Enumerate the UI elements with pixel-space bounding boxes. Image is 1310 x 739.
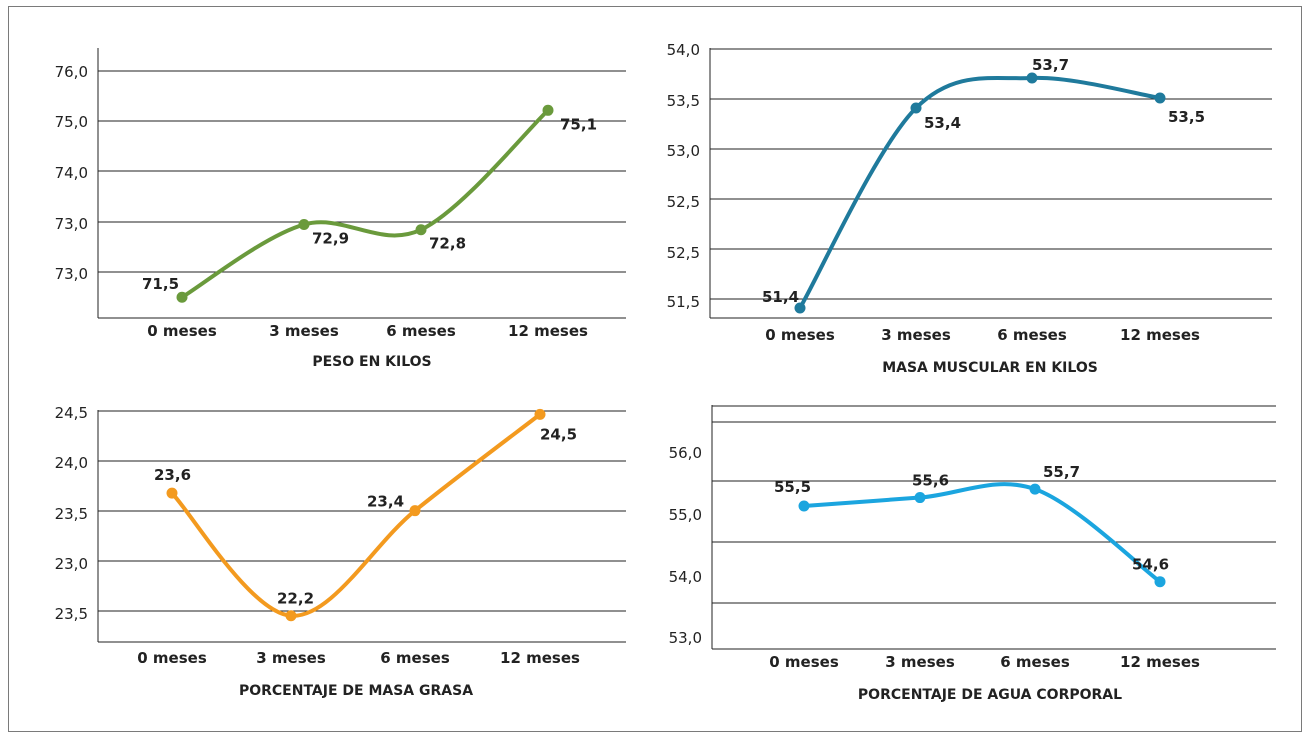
y-tick-label: 73,0 (55, 265, 88, 283)
data-point (285, 610, 297, 622)
x-tick-label: 0 meses (769, 653, 839, 671)
data-label: 53,4 (924, 114, 961, 132)
x-tick-label: 0 meses (137, 649, 207, 667)
data-label: 23,4 (367, 493, 404, 511)
data-point (534, 408, 546, 420)
y-tick-label: 52,5 (667, 193, 700, 211)
data-point (1154, 576, 1166, 588)
figure-frame (8, 6, 1302, 732)
chart-2: 54,0 53,5 53,0 52,5 52,5 51,5 0 meses 3 meses 6 … (667, 41, 1272, 376)
data-label: 72,9 (312, 230, 349, 248)
y-tick-label: 53,0 (669, 629, 702, 647)
data-point (176, 291, 188, 303)
data-label: 22,2 (277, 590, 314, 608)
y-tick-label: 75,0 (55, 113, 88, 131)
data-label: 55,6 (912, 472, 949, 490)
x-tick-label: 3 meses (269, 322, 339, 340)
x-tick-label: 6 meses (386, 322, 456, 340)
data-point (910, 102, 922, 114)
data-point (298, 219, 310, 231)
data-point (794, 302, 806, 314)
x-tick-label: 12 meses (1120, 326, 1200, 344)
chart-1: 76,0 75,0 74,0 73,0 73,0 0 meses 3 meses 6 mese… (55, 48, 626, 370)
data-point (415, 224, 427, 236)
data-label: 53,5 (1168, 108, 1205, 126)
x-tick-label: 6 meses (1000, 653, 1070, 671)
series-line (802, 482, 1162, 584)
y-tick-label: 73,0 (55, 215, 88, 233)
x-tick-label: 12 meses (508, 322, 588, 340)
data-label: 75,1 (560, 115, 597, 133)
data-label: 55,7 (1043, 463, 1080, 481)
y-tick-label: 54,0 (667, 41, 700, 59)
data-label: 71,5 (142, 275, 179, 293)
data-point (798, 500, 810, 512)
x-tick-label: 12 meses (1120, 653, 1200, 671)
data-label: 24,5 (540, 425, 577, 443)
data-point (1154, 92, 1166, 104)
x-tick-label: 3 meses (256, 649, 326, 667)
x-tick-label: 3 meses (885, 653, 955, 671)
chart-title: PORCENTAJE DE MASA GRASA (239, 683, 473, 699)
y-tick-label: 54,0 (669, 568, 702, 586)
chart-4: 56,0 55,0 54,0 53,0 0 meses 3 meses 6 meses 12 … (669, 405, 1276, 703)
data-point (542, 104, 554, 116)
x-tick-label: 0 meses (147, 322, 217, 340)
x-tick-label: 12 meses (500, 649, 580, 667)
y-tick-label: 74,0 (55, 164, 88, 182)
x-tick-label: 6 meses (997, 326, 1067, 344)
chart-3: 24,5 24,0 23,5 23,0 23,5 0 meses 3 meses 6 mese… (55, 404, 626, 699)
y-tick-label: 23,5 (55, 505, 88, 523)
y-tick-label: 56,0 (669, 444, 702, 462)
data-point (166, 487, 178, 499)
x-tick-label: 3 meses (881, 326, 951, 344)
chart-title: MASA MUSCULAR EN KILOS (882, 360, 1098, 376)
y-tick-label: 55,0 (669, 506, 702, 524)
y-tick-label: 52,5 (667, 244, 700, 262)
x-tick-label: 6 meses (380, 649, 450, 667)
data-label: 55,5 (774, 478, 811, 496)
data-label: 72,8 (429, 235, 466, 253)
data-point (1026, 72, 1038, 84)
series-line (170, 412, 542, 618)
data-point (914, 492, 926, 504)
data-label: 54,6 (1132, 556, 1169, 574)
y-tick-label: 23,5 (55, 605, 88, 623)
y-tick-label: 76,0 (55, 63, 88, 81)
y-tick-label: 51,5 (667, 293, 700, 311)
series-line (180, 108, 550, 300)
data-label: 23,6 (154, 466, 191, 484)
y-tick-label: 53,0 (667, 142, 700, 160)
series-line (798, 75, 1162, 310)
y-tick-label: 24,5 (55, 404, 88, 422)
chart-title: PESO EN KILOS (312, 354, 431, 370)
data-label: 53,7 (1032, 56, 1069, 74)
chart-title: PORCENTAJE DE AGUA CORPORAL (858, 687, 1122, 703)
y-tick-label: 24,0 (55, 454, 88, 472)
data-label: 51,4 (762, 288, 799, 306)
data-point (409, 505, 421, 517)
y-tick-label: 23,0 (55, 555, 88, 573)
y-tick-label: 53,5 (667, 92, 700, 110)
x-tick-label: 0 meses (765, 326, 835, 344)
data-point (1029, 483, 1041, 495)
